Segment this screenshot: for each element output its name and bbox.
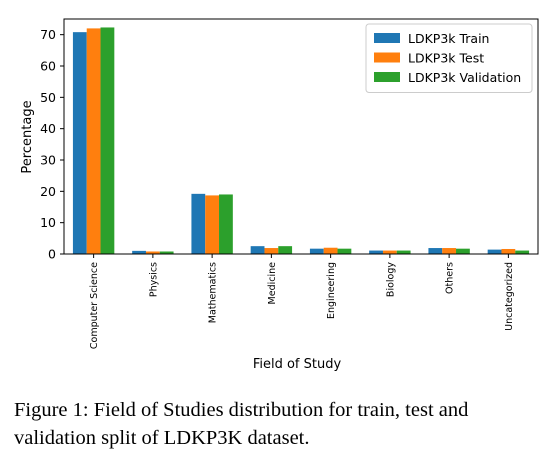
legend-swatch [374, 33, 400, 43]
y-tick-label: 30 [40, 153, 56, 168]
bar [72, 32, 87, 254]
bar [250, 246, 265, 254]
x-tick-label: Physics [148, 262, 159, 297]
bar [132, 250, 146, 254]
bar [382, 250, 397, 254]
bar [219, 194, 233, 254]
bar [205, 195, 220, 254]
bar [159, 251, 174, 254]
bar [86, 28, 101, 255]
bar [487, 249, 502, 254]
legend-label: LDKP3k Validation [408, 70, 521, 85]
bar [428, 248, 443, 254]
y-tick-label: 50 [40, 90, 56, 105]
y-tick-label: 20 [40, 184, 56, 199]
x-tick-label: Others [445, 262, 456, 294]
legend-box [365, 23, 533, 93]
bar [100, 27, 115, 255]
x-tick-label: Uncategorized [504, 262, 515, 331]
y-axis-label: Percentage [20, 100, 35, 173]
bar [264, 248, 279, 254]
plot-frame [63, 18, 539, 255]
legend-swatch [374, 72, 400, 82]
caption-label: Figure 1: [14, 399, 89, 421]
bar [442, 248, 457, 254]
bar-chart: 0 10 20 30 40 50 60 70 Computer Science Physics Ma… [20, 18, 539, 372]
bar [323, 247, 338, 254]
y-tick-label: 40 [40, 121, 56, 136]
bar [456, 248, 470, 254]
bar [191, 193, 206, 254]
bar [309, 248, 324, 254]
figure-caption: Figure 1: Field of Studies distribution … [14, 396, 539, 452]
bar [501, 248, 516, 254]
x-tick-label: Engineering [326, 262, 337, 319]
bar [337, 248, 352, 254]
x-tick-label: Biology [385, 262, 396, 297]
x-tick-label: Mathematics [208, 262, 219, 323]
y-tick-label: 60 [40, 59, 56, 74]
legend-swatch [374, 52, 400, 63]
bars [72, 27, 530, 255]
x-tick-label: Computer Science [89, 262, 100, 349]
legend-label: LDKP3k Test [408, 51, 484, 66]
x-tick-label: Medicine [267, 262, 278, 305]
legend: LDKP3k Train LDKP3k Test LDKP3k Validation [365, 23, 533, 93]
bar [278, 246, 293, 254]
bar [515, 250, 530, 254]
y-tick-label: 0 [48, 247, 56, 262]
bar [145, 251, 160, 254]
caption-text: Field of Studies distribution for train,… [14, 399, 469, 449]
y-tick-label: 10 [40, 215, 56, 230]
bar [396, 250, 411, 254]
bar [369, 250, 383, 254]
axes: 0 10 20 30 40 50 60 70 Computer Science Physics Ma… [40, 18, 539, 349]
y-tick-label: 70 [40, 27, 56, 42]
legend-label: LDKP3k Train [408, 31, 489, 46]
x-axis-label: Field of Study [253, 357, 342, 372]
